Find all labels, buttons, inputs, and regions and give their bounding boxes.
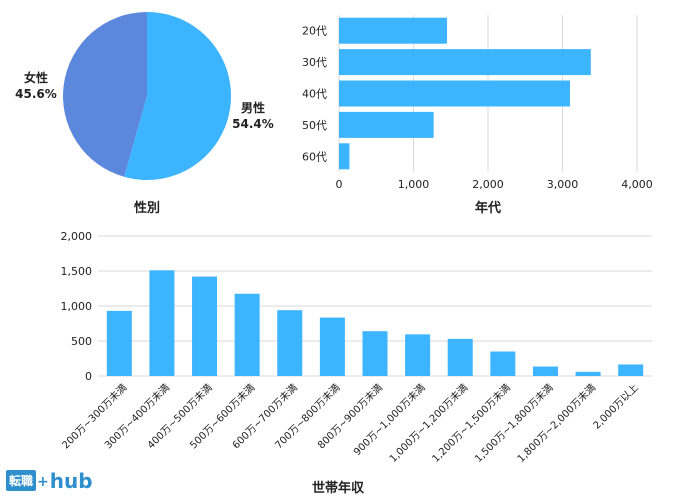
y-category-label: 60代	[302, 150, 327, 163]
x-category-label: 1,000万~1,200万未満	[387, 382, 470, 465]
x-category-label: 2,000万以上	[591, 382, 641, 432]
hbar	[339, 143, 350, 170]
logo-text: hub	[49, 469, 93, 493]
y-category-label: 20代	[302, 25, 327, 38]
x-category-label: 1,200万~1,500万未満	[430, 382, 513, 465]
y-category-label: 30代	[302, 56, 327, 69]
pie-slice-value: 54.4%	[232, 117, 274, 131]
pie-title: 性別	[134, 200, 160, 216]
x-category-label: 1,800万~2,000万未満	[515, 382, 598, 465]
vbar	[319, 317, 345, 376]
x-category-label: 1,500万~1,800万未満	[472, 382, 555, 465]
y-tick-label: 1,000	[61, 300, 93, 313]
x-tick-label: 2,000	[472, 178, 504, 191]
vbar	[447, 338, 473, 376]
y-category-label: 50代	[302, 119, 327, 132]
tenshoku-hub-logo: 転職 + hub	[6, 470, 93, 491]
pie-slice-value: 45.6%	[15, 87, 57, 101]
vbar	[405, 334, 431, 376]
x-category-label: 900万~1,000万未満	[351, 382, 427, 458]
logo-plus: +	[37, 474, 49, 490]
hbar	[339, 49, 591, 76]
logo-box: 転職	[6, 470, 37, 491]
pie-slice	[124, 12, 231, 180]
hbar	[339, 111, 434, 138]
vbar	[106, 310, 132, 376]
x-tick-label: 4,000	[621, 178, 653, 191]
y-tick-label: 1,500	[61, 265, 93, 278]
y-category-label: 40代	[302, 88, 327, 101]
vbar	[532, 366, 558, 376]
vbar	[149, 270, 175, 376]
vbar	[575, 371, 601, 376]
y-tick-label: 2,000	[61, 230, 93, 243]
vbar	[192, 276, 218, 376]
pie-slice	[63, 12, 147, 177]
vbar	[490, 351, 516, 376]
x-tick-label: 0	[336, 178, 343, 191]
vbar	[362, 331, 388, 376]
vbar	[277, 310, 303, 376]
vbar	[234, 293, 260, 376]
vbar-title: 世帯年収	[312, 480, 365, 496]
pie-slice-label: 男性	[241, 100, 265, 115]
pie-slice-label: 女性	[24, 70, 48, 85]
x-tick-label: 1,000	[398, 178, 430, 191]
y-tick-label: 0	[85, 370, 92, 383]
x-tick-label: 3,000	[547, 178, 579, 191]
y-tick-label: 500	[71, 335, 92, 348]
vbar	[618, 364, 644, 376]
hbar	[339, 80, 570, 107]
hbar-title: 年代	[475, 200, 501, 216]
hbar	[339, 17, 448, 44]
